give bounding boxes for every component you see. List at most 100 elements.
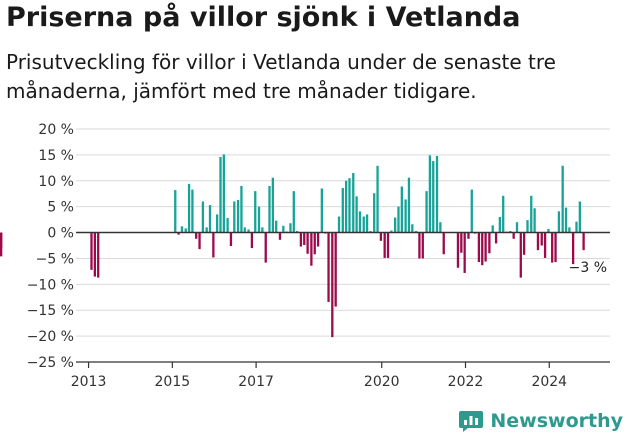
bar	[358, 211, 362, 233]
bar	[184, 228, 187, 233]
bar	[215, 214, 219, 233]
bar	[0, 232, 3, 249]
grid-lines	[76, 128, 610, 363]
x-tick-label: 2015	[155, 374, 191, 390]
bar	[316, 232, 320, 247]
bar	[418, 232, 421, 259]
bar	[337, 216, 341, 233]
bar	[571, 232, 575, 265]
bar	[341, 188, 344, 233]
bar	[568, 227, 571, 233]
bar	[236, 199, 240, 233]
newsworthy-logo-icon	[459, 411, 484, 432]
bar	[352, 173, 355, 233]
bar	[470, 189, 473, 233]
bar	[494, 232, 498, 244]
bar	[428, 155, 432, 233]
latest-value-annotation: −3 %	[569, 260, 607, 276]
axes: 20 % 15 % 10 % 5 % 0 % −5 % −10 % −15 % −20 % −25…	[27, 122, 610, 390]
bar	[432, 161, 435, 233]
bar	[547, 228, 550, 233]
bar	[498, 217, 501, 233]
bar	[481, 232, 484, 266]
bar	[421, 232, 424, 259]
bar	[522, 232, 526, 255]
bar	[477, 232, 481, 263]
chart-title: Priserna på villor sjönk i Vetlanda	[6, 2, 521, 33]
bar	[313, 232, 316, 255]
bar	[407, 177, 411, 233]
bar	[561, 165, 564, 233]
bar	[331, 232, 334, 338]
bar	[177, 232, 180, 235]
bar	[386, 232, 390, 258]
bar	[575, 221, 578, 233]
bar	[268, 185, 271, 233]
bar	[257, 206, 261, 233]
bar	[219, 156, 222, 233]
bar	[365, 214, 369, 233]
bars	[0, 154, 585, 338]
bar	[512, 232, 515, 239]
bar	[439, 222, 442, 233]
bar	[250, 232, 254, 249]
bar	[582, 232, 585, 251]
x-tick-label: 2017	[238, 374, 274, 390]
x-tick-label: 2013	[71, 374, 107, 390]
bar	[233, 201, 236, 233]
bar	[93, 232, 96, 277]
bar	[551, 232, 554, 263]
bar	[327, 232, 330, 302]
y-tick-label: 0 %	[47, 226, 74, 242]
bar	[289, 223, 292, 233]
bar	[373, 193, 376, 233]
bar	[195, 232, 198, 239]
y-tick-label: −20 %	[27, 329, 74, 345]
bar	[376, 165, 379, 233]
bar	[536, 232, 540, 251]
bar	[578, 201, 581, 233]
bar	[247, 229, 250, 233]
bar	[383, 232, 386, 258]
bar	[180, 226, 184, 233]
y-tick-label: 15 %	[38, 148, 74, 164]
bar	[229, 232, 233, 247]
bar	[187, 183, 191, 233]
bar	[212, 232, 215, 258]
bar	[442, 232, 445, 255]
bar	[484, 232, 487, 262]
bar	[306, 232, 309, 254]
bar	[320, 188, 323, 233]
bar	[390, 230, 393, 233]
bar	[397, 206, 400, 233]
y-tick-label: −15 %	[27, 303, 74, 319]
bar	[456, 232, 460, 268]
bar	[460, 232, 463, 253]
bar	[344, 180, 348, 233]
bar	[379, 232, 383, 241]
bar	[557, 211, 561, 233]
bar	[488, 232, 491, 254]
bar	[463, 232, 466, 273]
bar	[411, 224, 414, 233]
bar	[191, 189, 194, 233]
bar	[519, 232, 522, 278]
bar	[278, 232, 282, 240]
bar	[400, 186, 403, 233]
bar	[355, 196, 358, 233]
bar	[226, 218, 229, 233]
bar	[271, 177, 274, 233]
bar	[275, 220, 278, 233]
bar	[310, 232, 313, 266]
bar	[393, 217, 397, 233]
bar	[222, 154, 225, 233]
bar	[530, 195, 533, 233]
bar	[467, 232, 470, 239]
bar	[240, 185, 243, 233]
bar	[264, 232, 267, 263]
bar	[509, 231, 512, 233]
bar	[348, 178, 351, 233]
bar	[502, 195, 505, 233]
bar	[435, 155, 439, 233]
